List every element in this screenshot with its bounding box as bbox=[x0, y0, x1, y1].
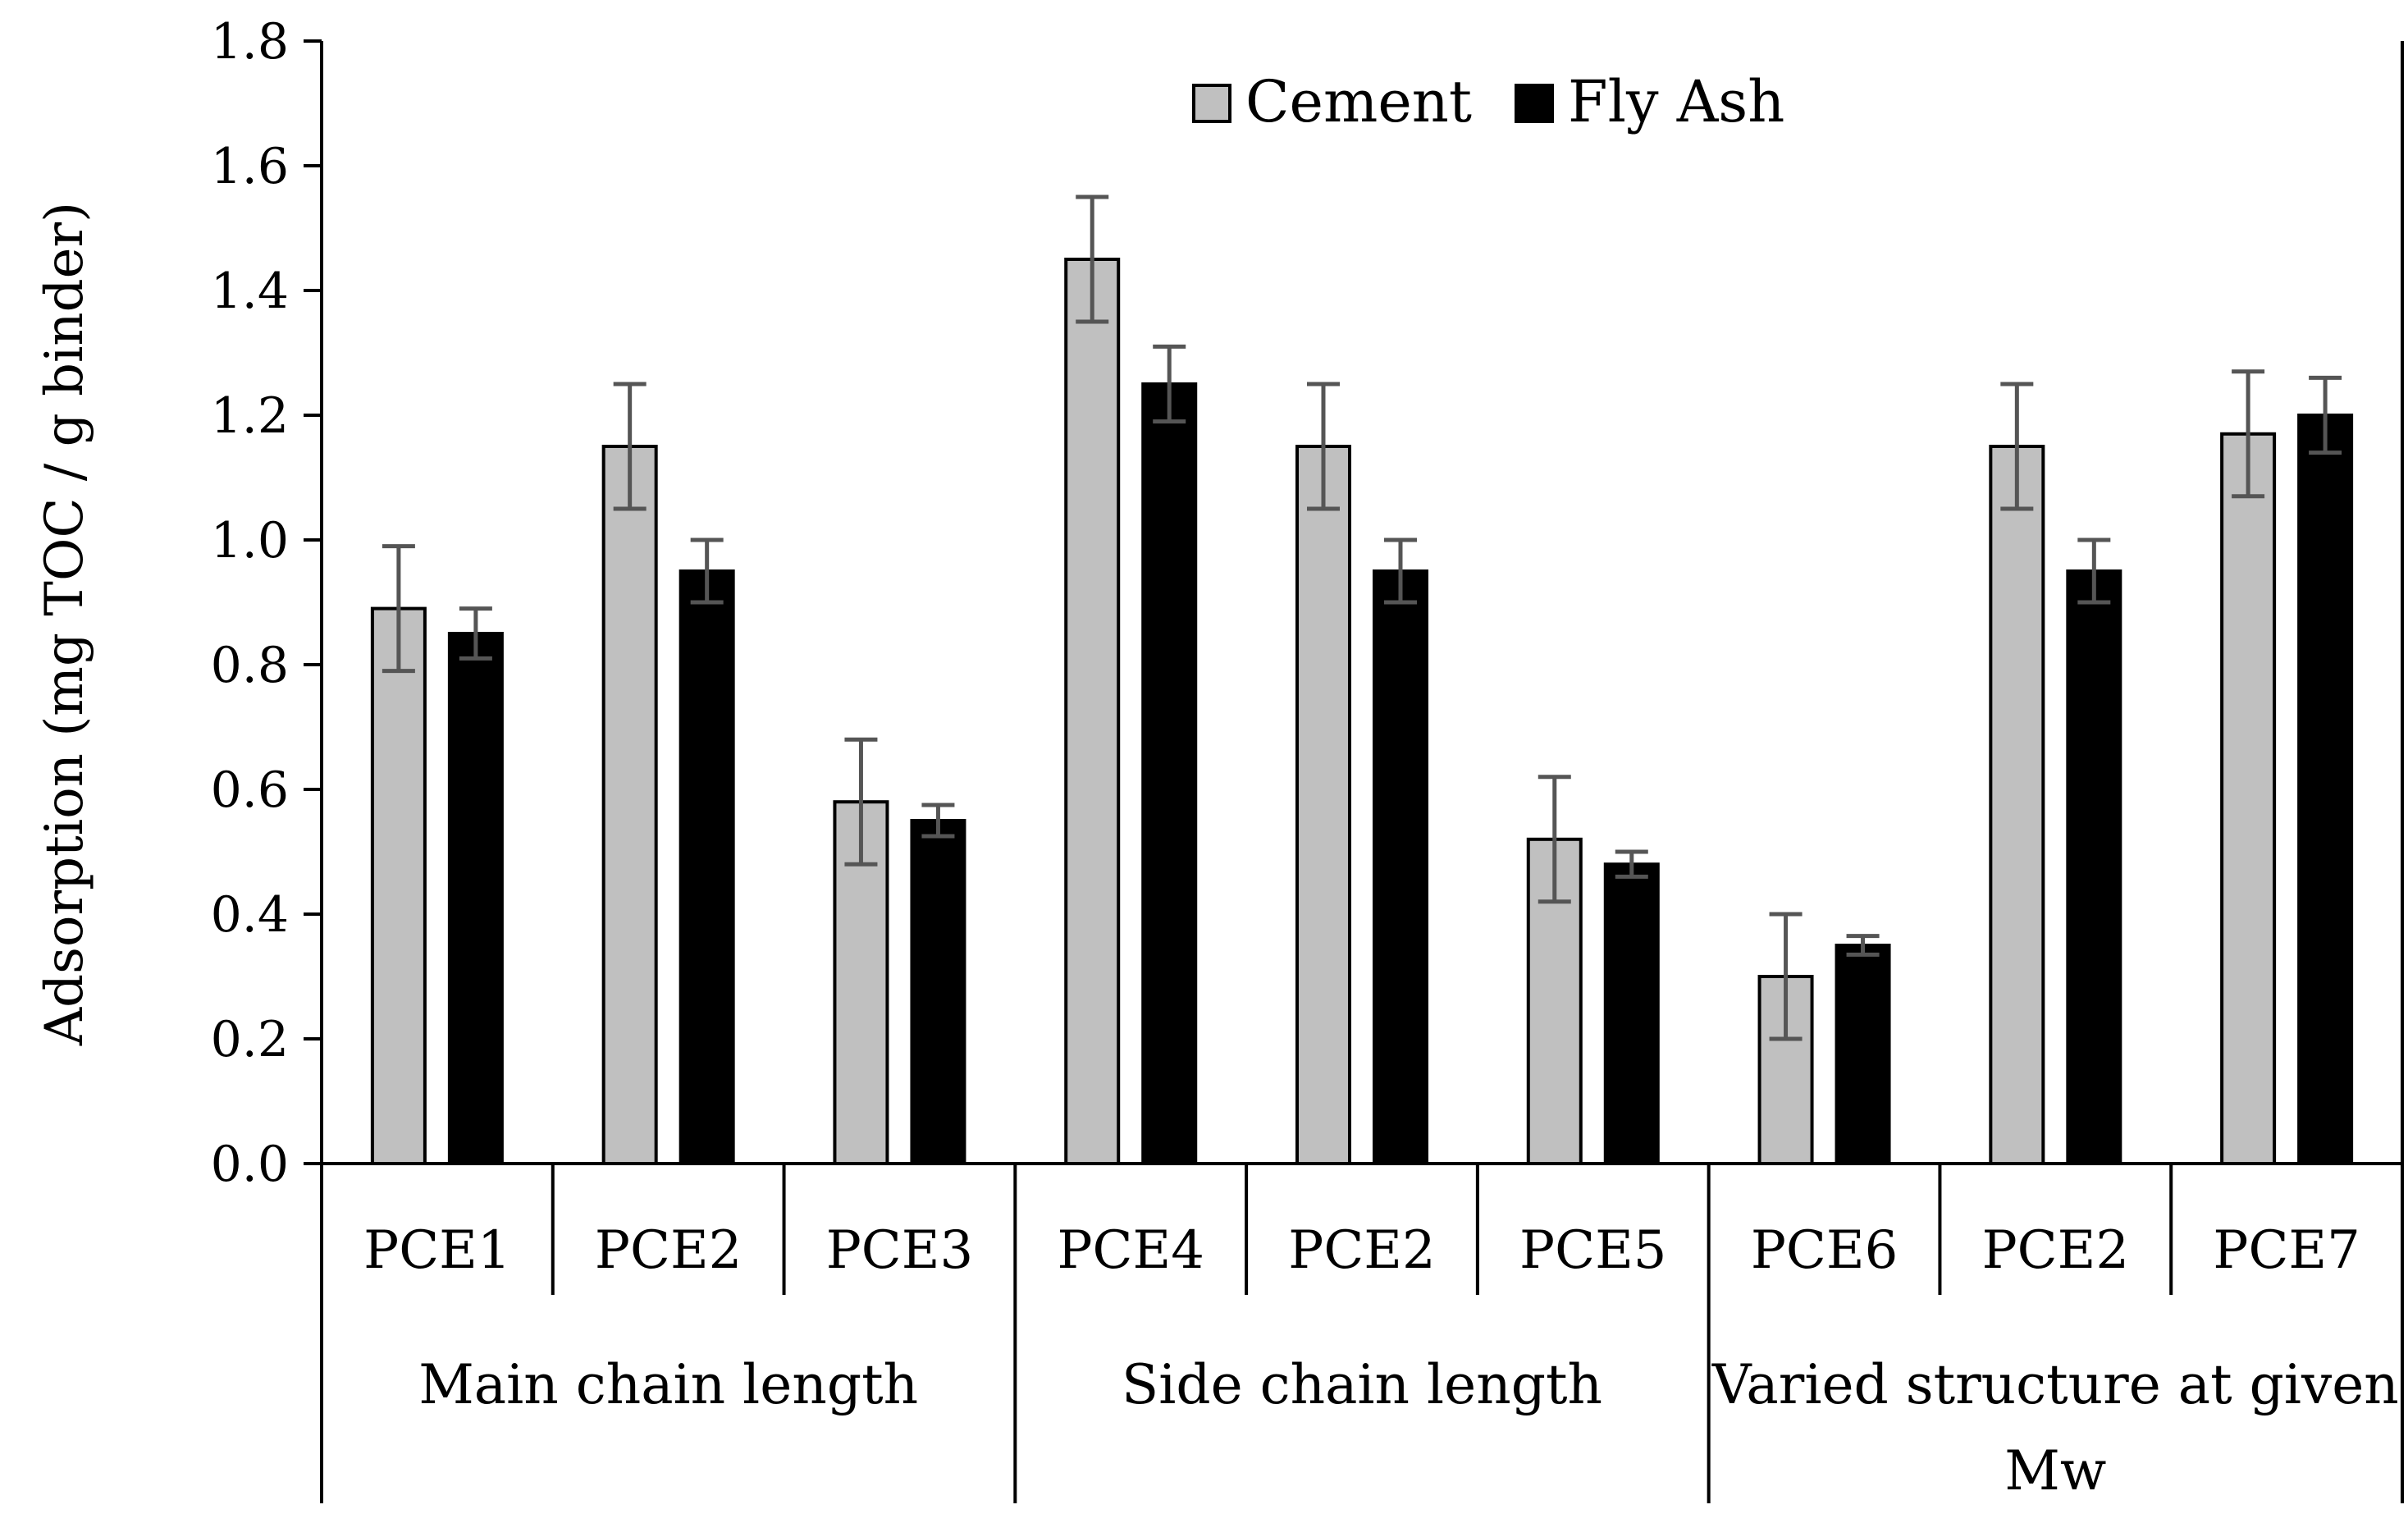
category-label: PCE5 bbox=[1519, 1220, 1666, 1281]
bar-fly-ash bbox=[2066, 569, 2122, 1165]
y-tick-label: 0.4 bbox=[211, 886, 289, 944]
category-label: PCE2 bbox=[595, 1220, 742, 1281]
bar-cement bbox=[1989, 445, 2045, 1165]
category-label: PCE1 bbox=[363, 1220, 510, 1281]
legend-swatch-fly-ash bbox=[1515, 84, 1554, 123]
group-label: Varied structure at given bbox=[1711, 1353, 2399, 1416]
bar-cement bbox=[2220, 432, 2277, 1165]
y-tick-label: 0.6 bbox=[211, 762, 289, 819]
group-label: Side chain length bbox=[1122, 1353, 1602, 1416]
y-tick-label: 0.2 bbox=[211, 1011, 289, 1068]
legend: Cement Fly Ash bbox=[1192, 68, 1784, 135]
bar-fly-ash bbox=[1835, 944, 1891, 1165]
category-label: PCE6 bbox=[1751, 1220, 1898, 1281]
y-tick-label: 1.0 bbox=[211, 512, 289, 569]
y-tick-label: 1.4 bbox=[211, 263, 289, 320]
legend-label-cement: Cement bbox=[1245, 68, 1472, 135]
y-tick-label: 1.8 bbox=[211, 13, 289, 71]
category-label: PCE4 bbox=[1057, 1220, 1204, 1281]
category-label: PCE2 bbox=[1288, 1220, 1435, 1281]
bar-fly-ash bbox=[1373, 569, 1428, 1165]
bar-cement bbox=[1295, 445, 1351, 1165]
y-axis: 0.0 0.2 0.4 0.6 0.8 1.0 1.2 1.4 1.6 1.8 bbox=[211, 13, 322, 1193]
y-tick-label: 1.2 bbox=[211, 387, 289, 445]
error-bars-layer bbox=[382, 194, 2342, 1041]
bar-fly-ash bbox=[1603, 862, 1660, 1165]
legend-swatch-cement bbox=[1192, 84, 1231, 123]
legend-label-fly-ash: Fly Ash bbox=[1568, 68, 1784, 135]
bar-fly-ash bbox=[1141, 382, 1198, 1165]
bar-cement bbox=[1064, 258, 1121, 1165]
y-tick-label: 0.8 bbox=[211, 637, 289, 694]
y-axis-title: Adsorption (mg TOC / g binder) bbox=[34, 202, 95, 1046]
bar-cement bbox=[370, 606, 427, 1165]
category-label: PCE2 bbox=[1982, 1220, 2129, 1281]
category-label: PCE3 bbox=[826, 1220, 973, 1281]
y-tick-label: 1.6 bbox=[211, 138, 289, 195]
y-tick-label: 0.0 bbox=[211, 1136, 289, 1193]
bars-layer bbox=[370, 258, 2354, 1165]
plot-frame bbox=[320, 41, 2404, 1164]
bar-cement bbox=[601, 445, 658, 1165]
group-label-line2: Mw bbox=[2004, 1439, 2106, 1502]
bar-fly-ash bbox=[447, 632, 504, 1165]
x-axis: PCE1 PCE2 PCE3 PCE4 PCE2 PCE5 PCE6 PCE2 PCE7 Main… bbox=[304, 1162, 2404, 1503]
category-label: PCE7 bbox=[2213, 1220, 2360, 1281]
bar-fly-ash bbox=[679, 569, 735, 1165]
group-label: Main chain length bbox=[418, 1353, 918, 1416]
bar-fly-ash bbox=[2297, 414, 2354, 1165]
bar-fly-ash bbox=[910, 819, 966, 1165]
